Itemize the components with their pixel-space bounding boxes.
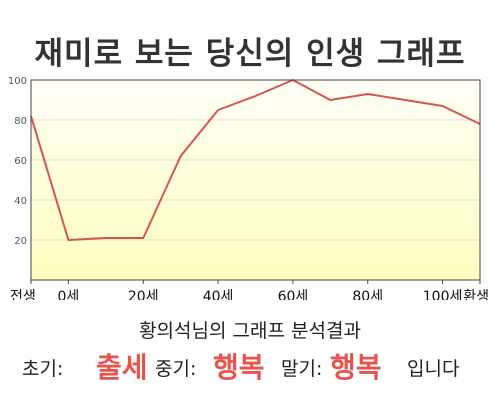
x-tick-label: 20세 <box>128 289 159 300</box>
y-tick-label: 20 <box>14 236 27 247</box>
chart-title: 재미로 보는 당신의 인생 그래프 <box>34 36 466 72</box>
x-tick-label: 0세 <box>58 289 80 300</box>
data-point <box>104 236 108 240</box>
x-tick-label: 100세 <box>423 289 463 300</box>
data-point <box>403 98 407 102</box>
data-point <box>179 154 183 158</box>
y-tick-label: 40 <box>14 196 27 207</box>
x-axis-ticks: 전생 0세 20세 40세 60세 80세 100세 환생 <box>10 280 489 300</box>
data-point <box>441 104 445 108</box>
y-axis-ticks: 20 40 60 80 100 <box>8 76 27 247</box>
early-value: 출세 <box>96 351 148 384</box>
data-point <box>254 94 258 98</box>
late-label: 말기: <box>281 358 323 380</box>
data-point <box>216 108 220 112</box>
data-point <box>366 92 370 96</box>
x-tick-label: 40세 <box>203 289 234 300</box>
late-value: 행복 <box>330 351 382 384</box>
life-graph-chart: 20 40 60 80 100 전생 0세 20세 40세 60세 80세 100세 환생 <box>8 76 489 300</box>
data-point <box>66 238 70 242</box>
middle-value: 행복 <box>213 351 265 384</box>
x-tick-label: 60세 <box>278 289 309 300</box>
y-tick-label: 80 <box>14 116 27 127</box>
x-tick-label: 전생 <box>10 289 36 300</box>
analysis-result-line: 초기: 출세 중기: 행복 말기: 행복 입니다 <box>0 344 500 384</box>
x-tick-label: 80세 <box>352 289 383 300</box>
y-tick-label: 100 <box>8 76 27 87</box>
plot-background <box>31 80 480 280</box>
y-tick-label: 60 <box>14 156 27 167</box>
grid-lines <box>31 79 480 241</box>
x-tick-label: 환생 <box>463 289 489 300</box>
data-point <box>328 98 332 102</box>
early-label: 초기: <box>22 358 64 380</box>
analysis-heading: 황의석님의 그래프 분석결과 <box>139 320 361 342</box>
data-point <box>141 236 145 240</box>
middle-label: 중기: <box>155 358 197 380</box>
life-line-series <box>30 79 481 241</box>
ending-text: 입니다 <box>407 358 460 380</box>
plot-frame <box>30 79 481 281</box>
